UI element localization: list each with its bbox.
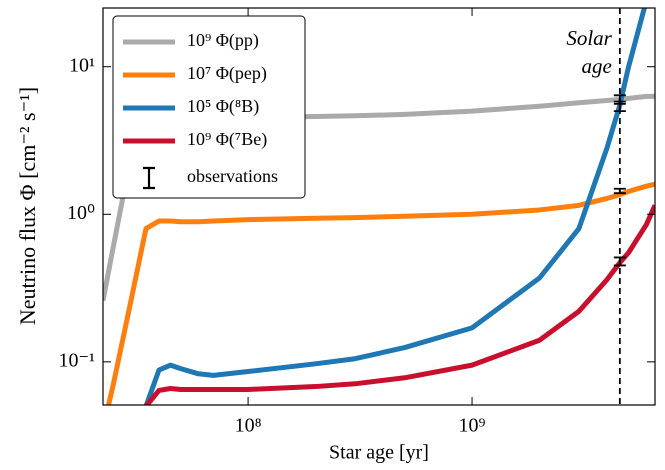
error-bar (613, 102, 626, 113)
y-tick-label: 10¹ (69, 54, 95, 76)
y-tick-label: 10⁰ (67, 202, 95, 224)
legend-label: 10⁷ Φ(pep) (187, 63, 267, 84)
legend-swatch (143, 166, 155, 190)
y-axis-label: Neutrino flux Φ [cm⁻² s⁻¹] (15, 87, 40, 325)
error-bar (613, 94, 626, 103)
annotation: Solar (566, 26, 612, 50)
series-line (144, 204, 655, 405)
plot-frame (102, 7, 656, 406)
error-bar (613, 187, 626, 195)
legend-box (112, 15, 306, 199)
legend-label: 10⁹ Φ(⁷Be) (187, 129, 267, 150)
x-axis-label: Star age [yr] (329, 442, 429, 464)
series-line (143, 8, 647, 405)
series-line (106, 181, 655, 405)
error-bar (613, 256, 626, 267)
legend-label: 10⁵ Φ(⁸B) (187, 96, 259, 117)
x-tick-label: 10⁹ (459, 415, 486, 437)
annotation: age (582, 54, 612, 78)
y-tick-label: 10⁻¹ (58, 349, 95, 371)
legend-label: observations (187, 166, 278, 186)
legend-label: 10⁹ Φ(pp) (187, 30, 259, 51)
x-tick-label: 10⁸ (235, 415, 262, 437)
